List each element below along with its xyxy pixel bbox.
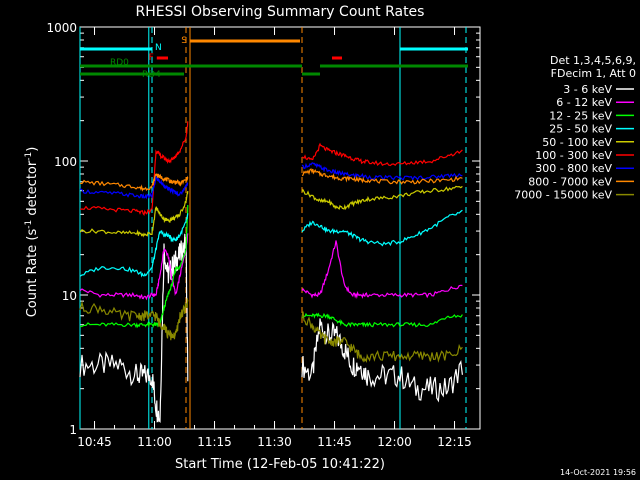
series-line [301, 162, 463, 181]
legend-entry-label: 6 - 12 keV [556, 96, 612, 109]
x-axis-label: Start Time (12-Feb-05 10:41:22) [175, 457, 385, 472]
series-line [79, 121, 189, 217]
legend-entry-label: 100 - 300 keV [535, 149, 612, 162]
plot-area: 1 10 100 1000 10:45 11:00 11:15 11:30 11:45 12:00… [46, 21, 481, 449]
y-tick-label: 100 [54, 155, 77, 169]
y-tick-label: 10 [62, 289, 77, 303]
legend-entry-label: 300 - 800 keV [535, 162, 612, 175]
series-line [79, 213, 189, 278]
x-tick-label: 11:00 [137, 435, 172, 449]
series-line [301, 168, 463, 185]
status-bar-label: F [149, 53, 154, 63]
status-bar-label: RD0 [110, 58, 129, 68]
series-line [79, 176, 189, 200]
legend-entry-label: 7000 - 15000 keV [514, 189, 612, 202]
y-axis-label: Count Rate (s-1 detector-1) [24, 147, 40, 318]
series-line [79, 233, 189, 424]
status-bar-label: S [181, 36, 187, 46]
series-line [301, 318, 463, 403]
legend-entry-label: 50 - 100 keV [542, 136, 612, 149]
legend-entry-label: 3 - 6 keV [563, 83, 612, 96]
series-line [79, 233, 189, 301]
series-line [301, 311, 463, 363]
x-tick-label: 12:00 [377, 435, 412, 449]
legend-entry-label: 800 - 7000 keV [528, 175, 612, 188]
x-tick-label: 11:45 [317, 435, 352, 449]
x-tick-label: 11:30 [257, 435, 292, 449]
series-line [79, 298, 189, 341]
legend-entry-label: 25 - 50 keV [549, 123, 612, 136]
series-line [79, 173, 189, 192]
chart-title: RHESSI Observing Summary Count Rates [136, 4, 425, 20]
series-line [301, 185, 463, 211]
status-bar-label: RD4 [142, 70, 161, 80]
legend-entry-label: 12 - 25 keV [549, 109, 612, 122]
footer-timestamp: 14-Oct-2021 19:56 [560, 468, 636, 477]
series-line [301, 312, 463, 328]
series-line [79, 191, 189, 238]
legend: Det 1,3,4,5,6,9,FDecim 1, Att 0 3 - 6 keV… [514, 54, 636, 202]
series-line [301, 240, 463, 300]
legend-header: FDecim 1, Att 0 [551, 67, 636, 80]
legend-header: Det 1,3,4,5,6,9, [550, 54, 636, 67]
series-line [301, 209, 463, 247]
x-tick-label: 12:15 [437, 435, 472, 449]
series-line [301, 142, 463, 167]
x-tick-label: 11:15 [197, 435, 232, 449]
status-bar-label: N [155, 43, 162, 53]
y-tick-label: 1 [69, 423, 77, 437]
x-tick-label: 10:45 [77, 435, 112, 449]
y-tick-label: 1000 [46, 21, 77, 35]
